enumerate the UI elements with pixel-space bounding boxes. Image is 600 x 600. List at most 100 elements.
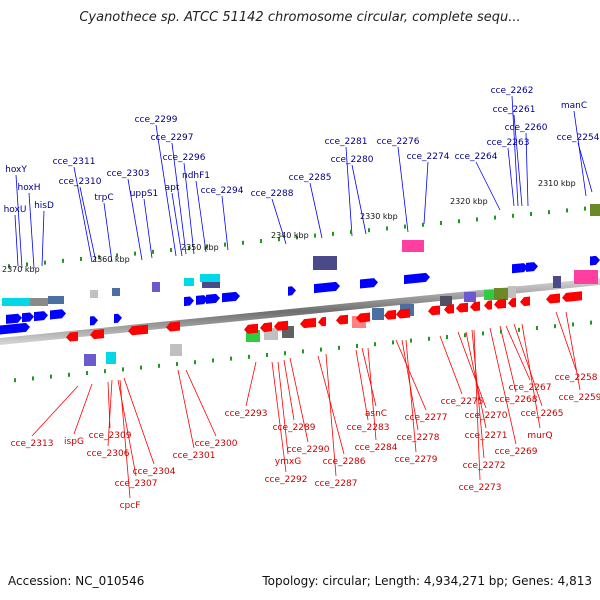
gene-label: cce_2274 <box>407 152 450 162</box>
feature-box <box>508 286 516 298</box>
gene-arrow <box>508 297 516 308</box>
tick-mark <box>194 360 196 365</box>
gene-label: cce_2292 <box>265 475 308 485</box>
leader-line <box>499 325 517 393</box>
gene-label: ispG <box>64 437 84 447</box>
chromosome-backbone <box>0 278 600 345</box>
tick-mark <box>476 217 478 222</box>
tick-mark <box>320 347 322 352</box>
tick-mark <box>392 340 394 345</box>
tick-mark <box>410 338 412 343</box>
gene-arrow <box>456 302 468 313</box>
tick-mark <box>464 333 466 338</box>
tick-mark <box>44 260 46 265</box>
gene-label: cce_2297 <box>151 133 194 143</box>
tick-mark <box>482 331 484 336</box>
gene-labels: hoxY hoxH hoxU hisD cce_2311 cce_2310 trpC cce_… <box>4 86 600 511</box>
gene-label: cce_2273 <box>459 483 502 493</box>
gene-arrow <box>526 262 538 272</box>
accession-text: Accession: NC_010546 <box>8 574 145 588</box>
backbone-band <box>0 278 600 345</box>
gene-label: cce_2271 <box>465 431 508 441</box>
feature-box <box>200 274 220 282</box>
feature-box <box>84 354 96 366</box>
gene-label: cce_2303 <box>107 169 150 179</box>
tick-mark <box>122 367 124 372</box>
tick-mark <box>50 374 52 379</box>
feature-box <box>574 270 598 284</box>
leader-line <box>185 369 217 437</box>
leader-line <box>195 180 207 253</box>
leader-line <box>317 355 345 455</box>
gene-label: cce_2270 <box>465 411 508 421</box>
feature-box <box>440 296 452 306</box>
tick-mark <box>554 324 556 329</box>
tick-mark <box>422 222 424 227</box>
tick-label: 2360 kbp <box>92 255 130 264</box>
leader-line <box>471 329 485 459</box>
gene-label: asnC <box>365 409 387 419</box>
tick-mark <box>206 244 208 249</box>
tick-mark <box>188 246 190 251</box>
leader-line <box>361 347 377 407</box>
leader-line <box>73 166 93 263</box>
feature-box <box>553 276 561 288</box>
gene-label: cce_2278 <box>397 433 440 443</box>
leader-line <box>41 210 45 267</box>
gene-label: hoxH <box>17 183 40 193</box>
leader-line <box>79 186 97 263</box>
gene-label: cce_2285 <box>289 173 332 183</box>
gene-label: cce_2265 <box>521 409 564 419</box>
gene-label: hoxY <box>5 165 27 175</box>
gene-arrow <box>184 296 194 307</box>
leader-line <box>473 329 481 481</box>
gene-label: cce_2293 <box>225 409 268 419</box>
feature-box <box>494 288 508 300</box>
tick-mark <box>98 255 100 260</box>
leader-line <box>325 353 337 477</box>
tick-mark <box>302 349 304 354</box>
leader-line <box>565 311 581 391</box>
gene-label: cce_2268 <box>495 395 538 405</box>
feature-box <box>152 282 160 292</box>
gene-label: cce_2261 <box>493 105 536 115</box>
gene-label: cce_2260 <box>505 123 548 133</box>
feature-box <box>48 296 64 304</box>
leader-line <box>271 198 287 245</box>
tick-label: 2350 kbp <box>181 243 219 252</box>
tick-label: 2310 kbp <box>538 179 576 188</box>
tick-mark <box>104 369 106 374</box>
gene-label: hisD <box>34 201 54 211</box>
leader-line <box>245 361 257 407</box>
leader-line <box>405 339 417 453</box>
gene-label: cce_2267 <box>509 383 552 393</box>
feature-box <box>184 278 194 286</box>
gene-arrow <box>274 320 288 331</box>
tick-mark <box>350 230 352 234</box>
tick-mark <box>212 358 214 363</box>
tick-mark <box>80 257 82 261</box>
leader-line <box>123 377 155 465</box>
gene-arrow <box>288 286 296 296</box>
leader-line <box>351 164 367 235</box>
gene-arrow <box>470 301 480 312</box>
feature-box <box>402 240 424 252</box>
leader-line <box>573 110 587 197</box>
gene-arrow <box>196 295 208 305</box>
feature-box <box>590 204 600 216</box>
feature-box <box>313 256 337 270</box>
gene-arrow <box>128 324 148 336</box>
gene-arrow <box>484 300 492 310</box>
gene-label: cce_2310 <box>59 177 102 187</box>
leader-line <box>221 195 229 251</box>
leader-line <box>439 335 463 395</box>
leader-line <box>475 161 501 211</box>
leader-line <box>505 325 531 381</box>
gene-arrow <box>336 314 348 325</box>
leader-line <box>28 192 35 269</box>
tick-label: 2330 kbp <box>360 212 398 221</box>
gene-label: cce_2275 <box>441 397 484 407</box>
leader-line <box>143 198 153 259</box>
leader-line <box>521 323 541 429</box>
